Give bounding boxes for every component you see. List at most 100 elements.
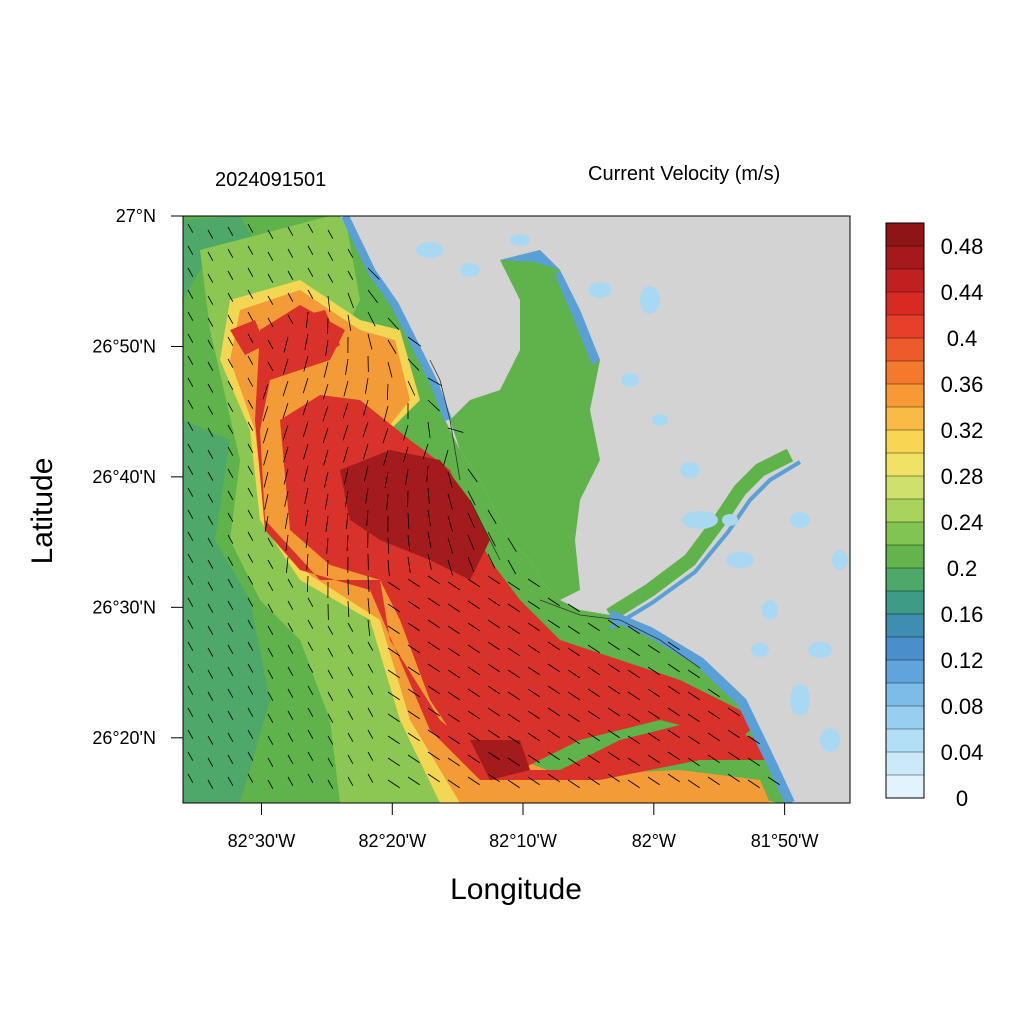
velocity-vector xyxy=(287,776,294,786)
velocity-vector xyxy=(363,399,369,416)
colorbar-swatch xyxy=(886,591,924,615)
offshore-dark-green xyxy=(183,420,270,803)
velocity-vector xyxy=(387,625,400,635)
velocity-vector xyxy=(687,669,700,679)
colorbar-label: 0.08 xyxy=(941,694,984,719)
velocity-vector xyxy=(667,729,680,739)
velocity-vector xyxy=(607,685,620,695)
velocity-vector xyxy=(267,339,274,349)
velocity-vector xyxy=(187,773,194,783)
colorbar-swatch xyxy=(886,384,924,408)
velocity-vector xyxy=(227,402,234,412)
velocity-vector xyxy=(707,688,720,698)
velocity-vector xyxy=(307,289,314,299)
velocity-vector xyxy=(287,754,294,764)
velocity-vector xyxy=(303,443,309,460)
velocity-vector xyxy=(426,465,429,482)
velocity-vector xyxy=(187,641,194,651)
velocity-vector xyxy=(384,471,389,488)
velocity-vector xyxy=(547,641,560,651)
colorbar-swatch xyxy=(886,269,924,293)
velocity-vector xyxy=(347,622,354,632)
velocity-vector xyxy=(307,663,314,673)
colorbar-label: 0.16 xyxy=(941,602,984,627)
velocity-vector xyxy=(227,534,234,544)
colorbar-swatch xyxy=(886,499,924,523)
velocity-vector xyxy=(487,509,497,524)
velocity-vector xyxy=(367,597,370,614)
velocity-vector xyxy=(305,531,309,548)
velocity-vector xyxy=(285,534,289,551)
y-tick-label: 26°50'N xyxy=(92,336,156,356)
velocity-vector xyxy=(407,754,420,764)
velocity-vector xyxy=(306,553,309,570)
velocity-vector xyxy=(307,751,314,761)
velocity-vector xyxy=(207,471,214,481)
velocity-vector xyxy=(207,361,214,371)
velocity-vector xyxy=(407,358,420,371)
velocity-vector xyxy=(427,751,440,761)
velocity-vector xyxy=(427,619,440,629)
velocity-vector xyxy=(467,622,480,632)
velocity-vector xyxy=(647,776,660,786)
velocity-vector xyxy=(247,487,254,497)
velocity-vector xyxy=(527,578,540,588)
velocity-vector xyxy=(282,380,289,397)
velocity-vector xyxy=(687,735,700,745)
colorbar-swatch xyxy=(886,292,924,316)
velocity-vector xyxy=(427,509,431,526)
velocity-vector xyxy=(607,641,620,651)
velocity-vector xyxy=(284,490,289,507)
velocity-vector xyxy=(567,779,580,789)
velocity-vector xyxy=(187,751,194,761)
velocity-vector xyxy=(227,688,234,698)
velocity-vector xyxy=(207,735,214,745)
velocity-vector xyxy=(367,729,374,739)
velocity-vector xyxy=(327,713,334,723)
velocity-vector xyxy=(407,380,416,396)
velocity-vector xyxy=(227,314,234,324)
velocity-vector xyxy=(227,578,234,588)
velocity-vector xyxy=(487,729,500,739)
velocity-vector xyxy=(607,707,620,717)
velocity-vector xyxy=(187,311,194,321)
velocity-vector xyxy=(322,383,329,400)
velocity-vector xyxy=(227,226,234,236)
velocity-vector xyxy=(447,471,453,488)
velocity-vector xyxy=(567,647,580,657)
velocity-vector xyxy=(187,619,194,629)
colorbar-swatch xyxy=(886,660,924,684)
velocity-vector xyxy=(447,427,464,433)
velocity-vector xyxy=(247,729,254,739)
velocity-vector xyxy=(507,779,520,789)
velocity-vector xyxy=(262,405,269,422)
colorbar-swatch xyxy=(886,637,924,661)
velocity-vector xyxy=(447,537,453,554)
velocity-vector xyxy=(427,377,443,387)
velocity-vector xyxy=(467,512,475,528)
velocity-vector xyxy=(207,493,214,503)
velocity-vector xyxy=(427,553,432,570)
velocity-vector xyxy=(247,663,254,673)
velocity-vector xyxy=(267,273,274,283)
velocity-vector xyxy=(247,641,254,651)
velocity-vector xyxy=(267,713,274,723)
velocity-vector xyxy=(307,729,314,739)
colorbar-swatch xyxy=(886,775,924,799)
velocity-vector xyxy=(227,600,234,610)
velocity-vector xyxy=(427,597,440,607)
velocity-vector xyxy=(362,421,369,438)
colorbar-swatch xyxy=(886,706,924,730)
velocity-vector xyxy=(367,707,374,717)
velocity-vector xyxy=(227,424,234,434)
velocity-vector xyxy=(467,732,480,742)
velocity-vector xyxy=(607,729,620,739)
velocity-vector xyxy=(345,358,349,375)
colorbar-label: 0.28 xyxy=(941,464,984,489)
velocity-vector xyxy=(267,735,274,745)
velocity-vector xyxy=(547,751,560,761)
velocity-vector xyxy=(327,251,334,261)
velocity-vector xyxy=(647,754,660,764)
velocity-vector xyxy=(447,757,460,767)
velocity-vector xyxy=(207,515,214,525)
